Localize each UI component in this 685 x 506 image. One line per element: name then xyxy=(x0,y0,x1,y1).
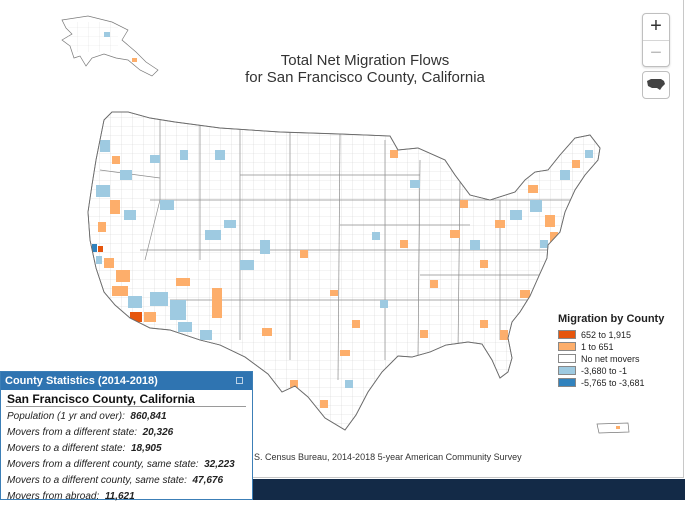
us-map-icon xyxy=(647,79,665,90)
stat-label: Movers from a different county, same sta… xyxy=(7,459,199,471)
legend-label: -3,680 to -1 xyxy=(581,365,628,376)
divider xyxy=(6,406,246,407)
county-statistics-panel: County Statistics (2014-2018) San Franci… xyxy=(0,371,253,502)
alaska-inset xyxy=(61,15,159,77)
legend-swatch xyxy=(558,366,576,375)
zoom-control: + − xyxy=(642,13,670,67)
county-name: San Francisco County, California xyxy=(7,392,195,406)
map-title-line1: Total Net Migration Flows xyxy=(280,52,450,69)
stat-value: 11,621 xyxy=(104,491,135,503)
stat-label: Movers from a different state: xyxy=(7,427,138,439)
stat-label: Movers to a different state: xyxy=(7,443,126,455)
stat-value: 47,676 xyxy=(192,475,224,487)
zoom-in-button[interactable]: + xyxy=(650,15,662,37)
stat-row-movers-to-state: Movers to a different state: 18,905 xyxy=(1,441,252,457)
legend-label: No net movers xyxy=(581,353,640,364)
panel-header[interactable]: County Statistics (2014-2018) xyxy=(1,372,252,390)
collapse-icon[interactable] xyxy=(236,377,243,384)
legend-label: 652 to 1,915 xyxy=(581,329,632,340)
stat-row-movers-from-county: Movers from a different county, same sta… xyxy=(1,457,252,473)
legend-item: -3,680 to -1 xyxy=(558,365,664,376)
map-title: Total Net Migration Flows for San Franci… xyxy=(200,52,530,86)
legend-item: 1 to 651 xyxy=(558,341,664,352)
stat-row-movers-abroad: Movers from abroad: 11,621 xyxy=(1,489,252,505)
legend-swatch xyxy=(558,342,576,351)
stat-value: 18,905 xyxy=(130,443,162,455)
legend-swatch xyxy=(558,378,576,387)
stat-label: Movers to a different county, same state… xyxy=(7,475,187,487)
map-title-line2: for San Francisco County, California xyxy=(245,69,485,86)
stat-value: 860,841 xyxy=(130,411,167,422)
stat-row-movers-to-county: Movers to a different county, same state… xyxy=(1,473,252,489)
legend-item: -5,765 to -3,681 xyxy=(558,377,664,388)
legend-label: -5,765 to -3,681 xyxy=(581,377,645,388)
footer-bar xyxy=(253,479,685,500)
panel-title: County Statistics (2014-2018) xyxy=(5,375,158,387)
stat-value: 32,223 xyxy=(204,459,235,471)
stat-row-population: Population (1 yr and over): 860,841 xyxy=(1,409,252,425)
stat-value: 20,326 xyxy=(142,427,174,439)
zoom-out-button[interactable]: − xyxy=(643,40,669,67)
stat-label: Movers from abroad: xyxy=(7,491,100,503)
source-note: S. Census Bureau, 2014-2018 5-year Ameri… xyxy=(254,452,522,462)
map-frame xyxy=(0,0,684,478)
legend: Migration by County 652 to 1,915 1 to 65… xyxy=(558,313,664,389)
puerto-rico-inset xyxy=(596,422,630,434)
legend-label: 1 to 651 xyxy=(581,341,614,352)
legend-swatch xyxy=(558,330,576,339)
stat-label: Population (1 yr and over): xyxy=(7,411,125,422)
legend-title: Migration by County xyxy=(558,313,665,325)
legend-item: No net movers xyxy=(558,353,664,364)
legend-swatch xyxy=(558,354,576,363)
stat-row-movers-from-state: Movers from a different state: 20,326 xyxy=(1,425,252,441)
reset-extent-button[interactable] xyxy=(642,71,670,99)
legend-item: 652 to 1,915 xyxy=(558,329,664,340)
